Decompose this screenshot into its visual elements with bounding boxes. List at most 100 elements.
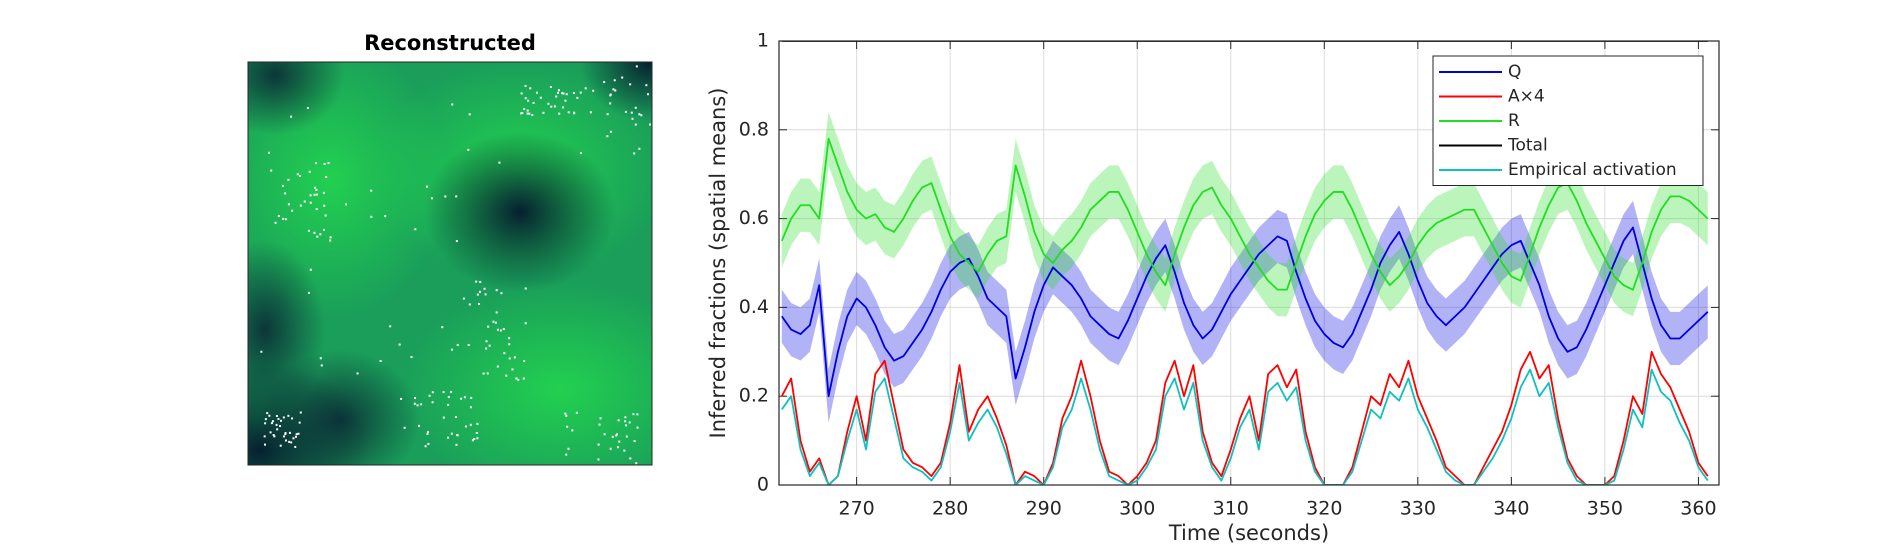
- spike-dot: [562, 92, 565, 95]
- spike-dot: [624, 420, 627, 423]
- y-tick-label: 0.6: [739, 207, 769, 229]
- x-tick-label: 290: [1026, 498, 1062, 520]
- spike-dot: [319, 233, 322, 236]
- spike-dot: [628, 421, 631, 424]
- spike-dot: [447, 403, 450, 406]
- y-tick-label: 0.8: [739, 118, 769, 140]
- spike-dot: [500, 292, 503, 295]
- spike-dot: [319, 357, 322, 360]
- spike-dot: [566, 425, 569, 428]
- spike-dot: [279, 419, 282, 422]
- spike-dot: [425, 185, 428, 188]
- series-layer: [780, 41, 1709, 485]
- spike-dot: [597, 458, 600, 461]
- spike-dot: [356, 372, 359, 375]
- spike-dot: [309, 201, 312, 204]
- spike-dot: [282, 416, 285, 419]
- spike-dot: [413, 402, 416, 405]
- spike-dot: [616, 433, 619, 436]
- spike-dot: [279, 444, 282, 447]
- spike-dot: [303, 200, 306, 203]
- spike-dot: [638, 147, 641, 150]
- spike-dot: [638, 113, 641, 116]
- spike-dot: [621, 76, 624, 79]
- spike-dot: [521, 112, 524, 115]
- spike-dot: [603, 433, 606, 436]
- x-axis-label: Time (seconds): [1168, 521, 1329, 544]
- spike-dot: [625, 435, 628, 438]
- spike-dot: [597, 443, 600, 446]
- spike-dot: [469, 406, 472, 409]
- spike-dot: [576, 96, 579, 99]
- legend-label: Total: [1507, 136, 1548, 156]
- spike-dot: [308, 291, 311, 294]
- spike-dot: [496, 328, 499, 331]
- spike-dot: [589, 111, 592, 114]
- spike-dot: [624, 110, 627, 113]
- x-tick-label: 340: [1493, 498, 1529, 520]
- spike-dot: [603, 81, 606, 84]
- spike-dot: [524, 85, 527, 88]
- spike-dot: [308, 170, 311, 173]
- spike-dot: [299, 411, 302, 414]
- spike-dot: [476, 293, 479, 296]
- confidence-band: [781, 112, 1708, 317]
- spike-dot: [314, 186, 317, 189]
- spike-dot: [485, 340, 488, 343]
- spike-dot: [653, 106, 655, 108]
- spike-dot: [414, 228, 417, 231]
- spike-dot: [416, 404, 419, 407]
- spike-dot: [592, 89, 595, 92]
- spike-dot: [617, 419, 620, 422]
- spike-dot: [567, 447, 570, 450]
- spike-dot: [313, 193, 316, 196]
- series-line: [781, 368, 1709, 485]
- spike-dot: [616, 446, 619, 449]
- spike-dot: [495, 311, 498, 314]
- x-tick-label: 320: [1306, 498, 1342, 520]
- spike-dot: [558, 112, 561, 115]
- spike-dot: [550, 105, 553, 108]
- spike-dot: [322, 191, 325, 194]
- spike-dot: [573, 112, 576, 115]
- spike-dot: [276, 428, 279, 431]
- spike-dot: [260, 350, 263, 353]
- spike-dot: [635, 462, 638, 465]
- spike-dot: [431, 391, 434, 394]
- spike-dot: [575, 411, 578, 414]
- spike-dot: [309, 194, 312, 197]
- spike-dot: [291, 417, 294, 420]
- spike-dot: [635, 65, 638, 68]
- spike-dot: [606, 113, 609, 116]
- spike-dot: [279, 425, 282, 428]
- spike-dot: [389, 325, 392, 328]
- spike-dot: [485, 347, 488, 350]
- spike-dot: [267, 151, 270, 154]
- spike-dot: [320, 364, 323, 367]
- spike-dot: [426, 432, 429, 435]
- spike-dot: [503, 352, 506, 355]
- spike-dot: [523, 360, 526, 363]
- spike-dot: [564, 99, 567, 102]
- spike-dot: [464, 425, 467, 428]
- spike-dot: [410, 356, 413, 359]
- spike-dot: [313, 231, 316, 234]
- spike-dot: [264, 418, 267, 421]
- spike-dot: [565, 414, 568, 417]
- spike-dot: [528, 112, 531, 115]
- spike-dot: [450, 348, 453, 351]
- spike-dot: [264, 422, 267, 425]
- legend-label: Empirical activation: [1508, 160, 1677, 180]
- spike-dot: [579, 91, 582, 94]
- spike-dot: [615, 434, 618, 437]
- spike-dot: [270, 422, 273, 425]
- spike-dot: [636, 426, 639, 429]
- spike-dot: [455, 443, 458, 446]
- spike-dot: [447, 396, 450, 399]
- spike-dot: [475, 431, 478, 434]
- spike-dot: [553, 105, 556, 108]
- spike-dot: [462, 297, 465, 300]
- spike-dot: [520, 92, 523, 95]
- spike-dot: [611, 435, 614, 438]
- spike-dot: [523, 108, 526, 111]
